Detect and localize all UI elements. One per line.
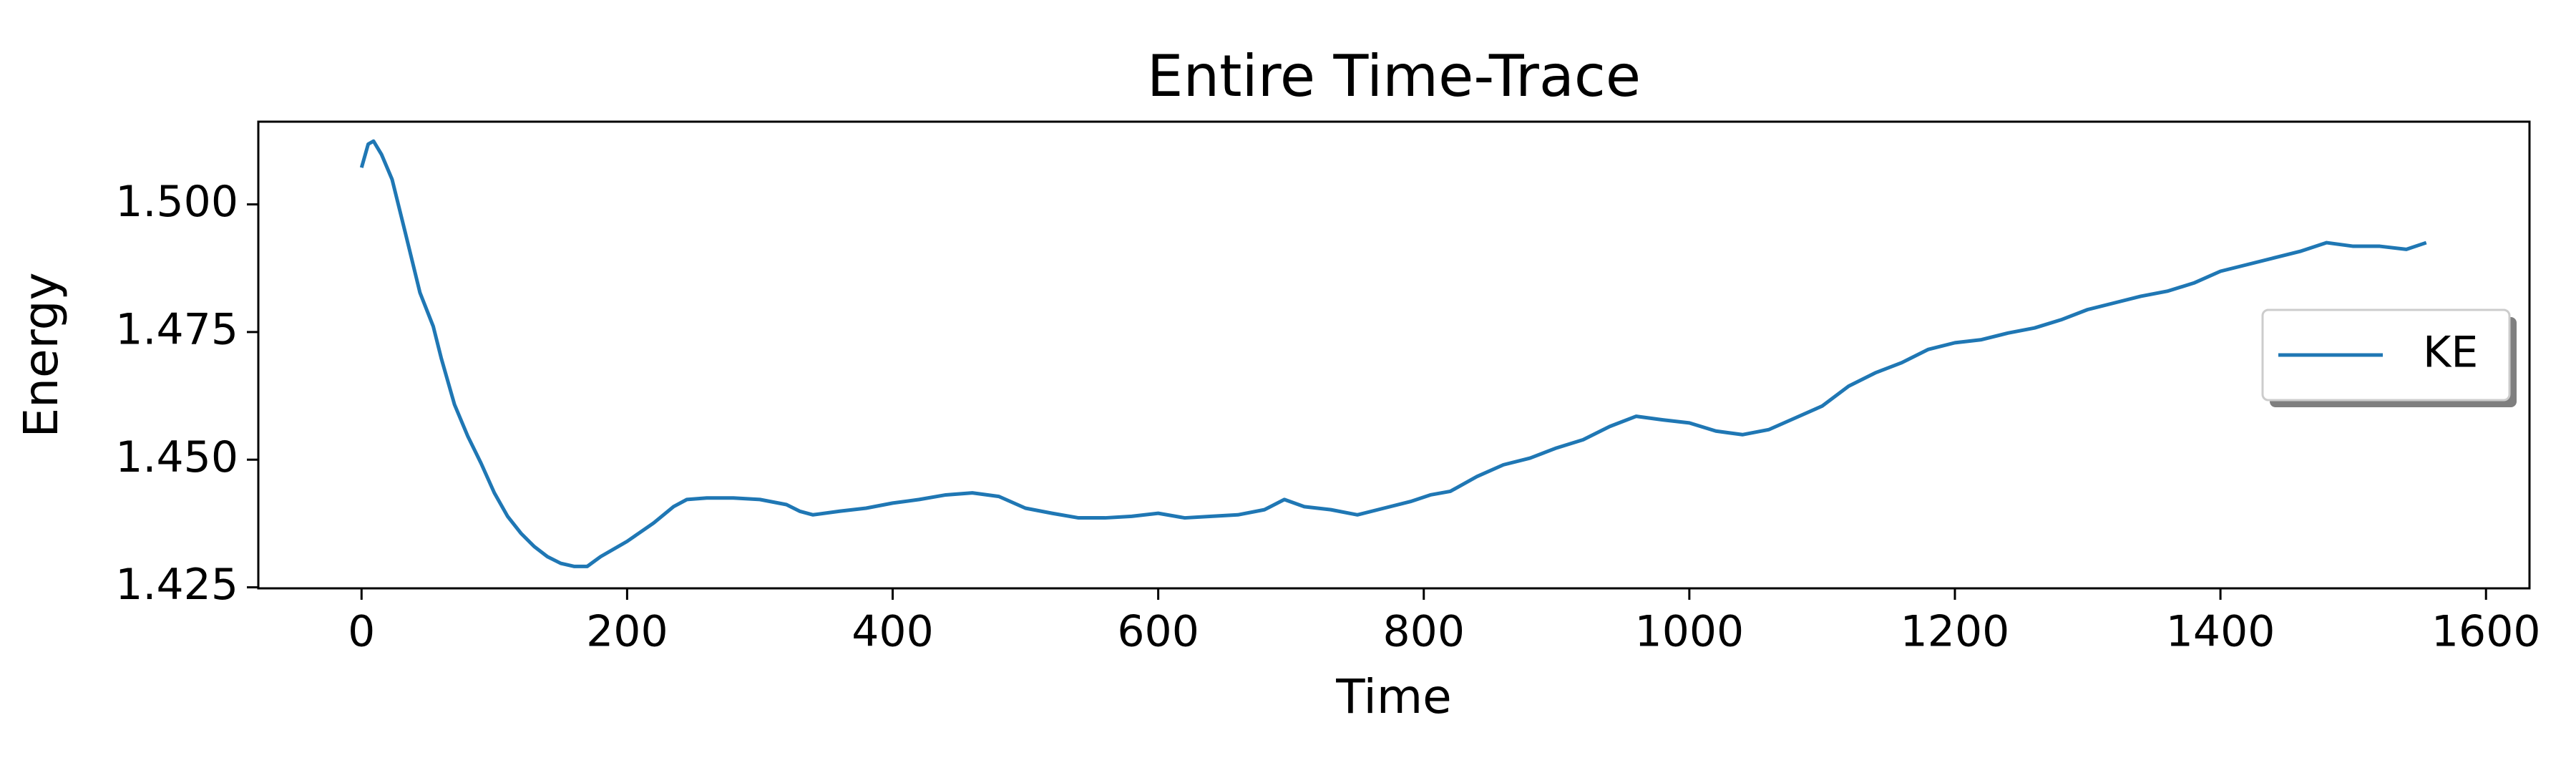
x-tick-label: 200 — [586, 607, 668, 657]
x-axis-label: Time — [1335, 669, 1452, 724]
chart-title: Entire Time-Trace — [1147, 43, 1641, 110]
y-tick-label: 1.475 — [115, 304, 238, 354]
x-tick-label: 600 — [1117, 607, 1199, 657]
x-tick-label: 800 — [1382, 607, 1465, 657]
x-tick-label: 1000 — [1635, 607, 1745, 657]
line — [359, 139, 2427, 568]
x-tick-label: 1600 — [2431, 607, 2541, 657]
x-tick-label: 1200 — [1901, 607, 2010, 657]
x-tick-label: 400 — [852, 607, 934, 657]
x-tick-label: 0 — [348, 607, 375, 657]
y-tick-label: 1.450 — [115, 432, 238, 482]
y-axis-label: Energy — [14, 272, 69, 437]
legend-box — [2261, 308, 2511, 402]
y-tick-label: 1.425 — [115, 560, 238, 610]
legend-label: KE — [2423, 328, 2478, 378]
y-tick-label: 1.500 — [115, 177, 238, 227]
plot-frame — [257, 120, 2531, 590]
x-tick-label: 1400 — [2166, 607, 2275, 657]
